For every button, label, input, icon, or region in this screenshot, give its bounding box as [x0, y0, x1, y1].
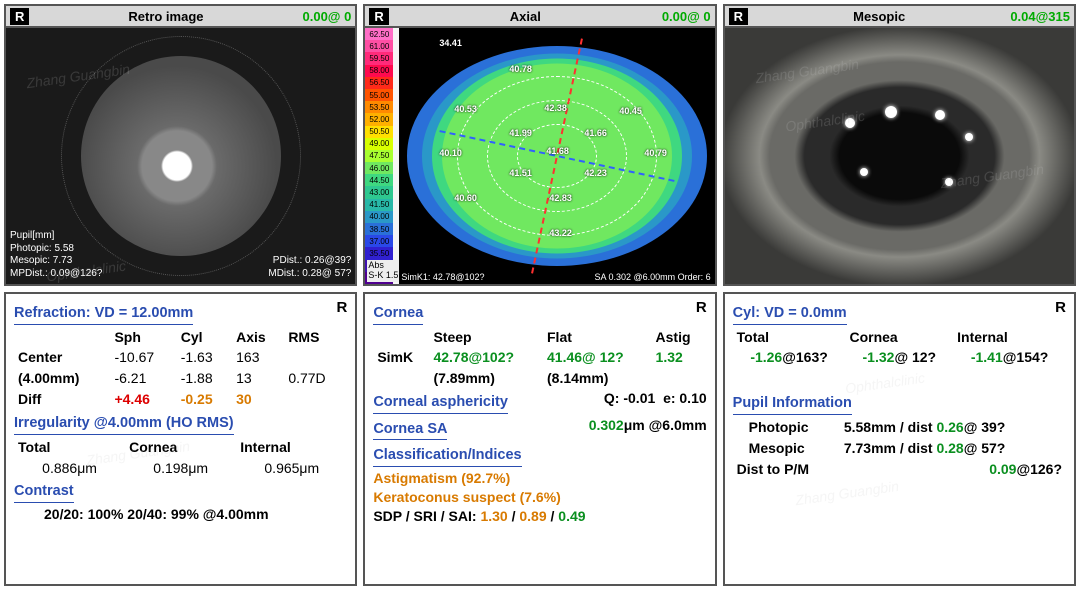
axial-color-scale: 62.5061.0059.5058.0056.5055.0053.5052.00… [365, 28, 393, 284]
scale-step: 55.00 [365, 89, 393, 101]
axial-simk-overlay: SimK1: 42.78@102? [401, 272, 484, 282]
scale-step: 56.50 [365, 77, 393, 89]
scale-step: 43.00 [365, 186, 393, 198]
eye-indicator: R [1055, 298, 1066, 318]
retro-panel: R Retro image 0.00@ 0 Pupil[mm] Photopic… [4, 4, 357, 286]
axial-body: 62.5061.0059.5058.0056.5055.0053.5052.00… [365, 28, 714, 284]
scale-step: 62.50 [365, 28, 393, 40]
contrast-line: 20/20: 100% 20/40: 99% @4.00mm [14, 505, 347, 524]
retro-info-left: Pupil[mm] Photopic: 5.58 Mesopic: 7.73 M… [10, 230, 102, 280]
axial-sa-overlay: SA 0.302 @6.00mm Order: 6 [594, 272, 710, 282]
scale-step: 44.50 [365, 174, 393, 186]
eye-badge: R [10, 8, 29, 25]
refraction-table: SphCylAxisRMS Center-10.67-1.63163 (4.00… [14, 327, 347, 411]
axial-title: Axial [389, 9, 662, 24]
cyl-panel: R Cyl: VD = 0.0mm TotalCorneaInternal -1… [723, 292, 1076, 586]
mesopic-panel: R Mesopic 0.04@315 Zhang Guangbin Ophtha… [723, 4, 1076, 286]
scale-step: 37.00 [365, 235, 393, 247]
eye-indicator: R [696, 298, 707, 318]
retro-image: Pupil[mm] Photopic: 5.58 Mesopic: 7.73 M… [6, 28, 355, 284]
classification-title: Classification/Indices [373, 446, 521, 467]
eye-badge: R [729, 8, 748, 25]
scale-step: 59.50 [365, 52, 393, 64]
mesopic-title: Mesopic [748, 9, 1010, 24]
refraction-title: Refraction: VD = 12.00mm [14, 304, 193, 325]
scale-step: 35.50 [365, 247, 393, 259]
axial-panel: R Axial 0.00@ 0 62.5061.0059.5058.0056.5… [363, 4, 716, 286]
sdp-line: SDP / SRI / SAI: 1.30 / 0.89 / 0.49 [373, 507, 706, 526]
scale-step: 46.00 [365, 162, 393, 174]
pupil-info-table: Photopic5.58mm / dist 0.26@ 39? Mesopic7… [733, 417, 1066, 480]
cornea-panel: R Cornea SteepFlatAstig SimK42.78@102?41… [363, 292, 716, 586]
retro-title: Retro image [29, 9, 302, 24]
scale-step: 38.50 [365, 223, 393, 235]
scale-step: 47.50 [365, 150, 393, 162]
cornea-sa-title: Cornea SA [373, 420, 447, 441]
retro-header-value: 0.00@ 0 [303, 9, 352, 24]
scale-step: 41.50 [365, 199, 393, 211]
axial-topography-map: 34.41 40.78 40.53 40.10 40.60 41.51 41.9… [399, 28, 714, 284]
pupil-info-title: Pupil Information [733, 394, 852, 415]
cornea-title: Cornea [373, 304, 423, 325]
asphericity-title: Corneal asphericity [373, 393, 508, 414]
scale-step: 49.00 [365, 138, 393, 150]
scale-step: 53.50 [365, 101, 393, 113]
axial-header: R Axial 0.00@ 0 [365, 6, 714, 28]
cyl-table: TotalCorneaInternal -1.26@163? -1.32@ 12… [733, 327, 1066, 369]
scale-step: 61.00 [365, 40, 393, 52]
irregularity-title: Irregularity @4.00mm (HO RMS) [14, 414, 234, 435]
irregularity-table: TotalCorneaInternal 0.886μm0.198μm0.965μ… [14, 437, 347, 479]
axial-header-value: 0.00@ 0 [662, 9, 711, 24]
mesopic-header: R Mesopic 0.04@315 [725, 6, 1074, 28]
mesopic-header-value: 0.04@315 [1010, 9, 1070, 24]
retro-header: R Retro image 0.00@ 0 [6, 6, 355, 28]
eye-badge: R [369, 8, 388, 25]
scale-step: 58.00 [365, 65, 393, 77]
mesopic-image: Zhang Guangbin Ophthalclinic Zhang Guang… [725, 28, 1074, 284]
keratoconus-line: Keratoconus suspect (7.6%) [373, 488, 706, 507]
refraction-panel: R Refraction: VD = 12.00mm SphCylAxisRMS… [4, 292, 357, 586]
scale-step: 52.00 [365, 113, 393, 125]
scale-step: 40.00 [365, 211, 393, 223]
eye-indicator: R [336, 298, 347, 318]
contrast-title: Contrast [14, 482, 74, 503]
cornea-simk-table: SteepFlatAstig SimK42.78@102?41.46@ 12?1… [373, 327, 706, 390]
retro-info-right: PDist.: 0.26@39? MDist.: 0.28@ 57? [268, 255, 351, 280]
scale-step: 50.50 [365, 126, 393, 138]
axial-abs-label: AbsS-K 1.5 [367, 260, 399, 282]
astigmatism-line: Astigmatism (92.7%) [373, 469, 706, 488]
cyl-title: Cyl: VD = 0.0mm [733, 304, 847, 325]
